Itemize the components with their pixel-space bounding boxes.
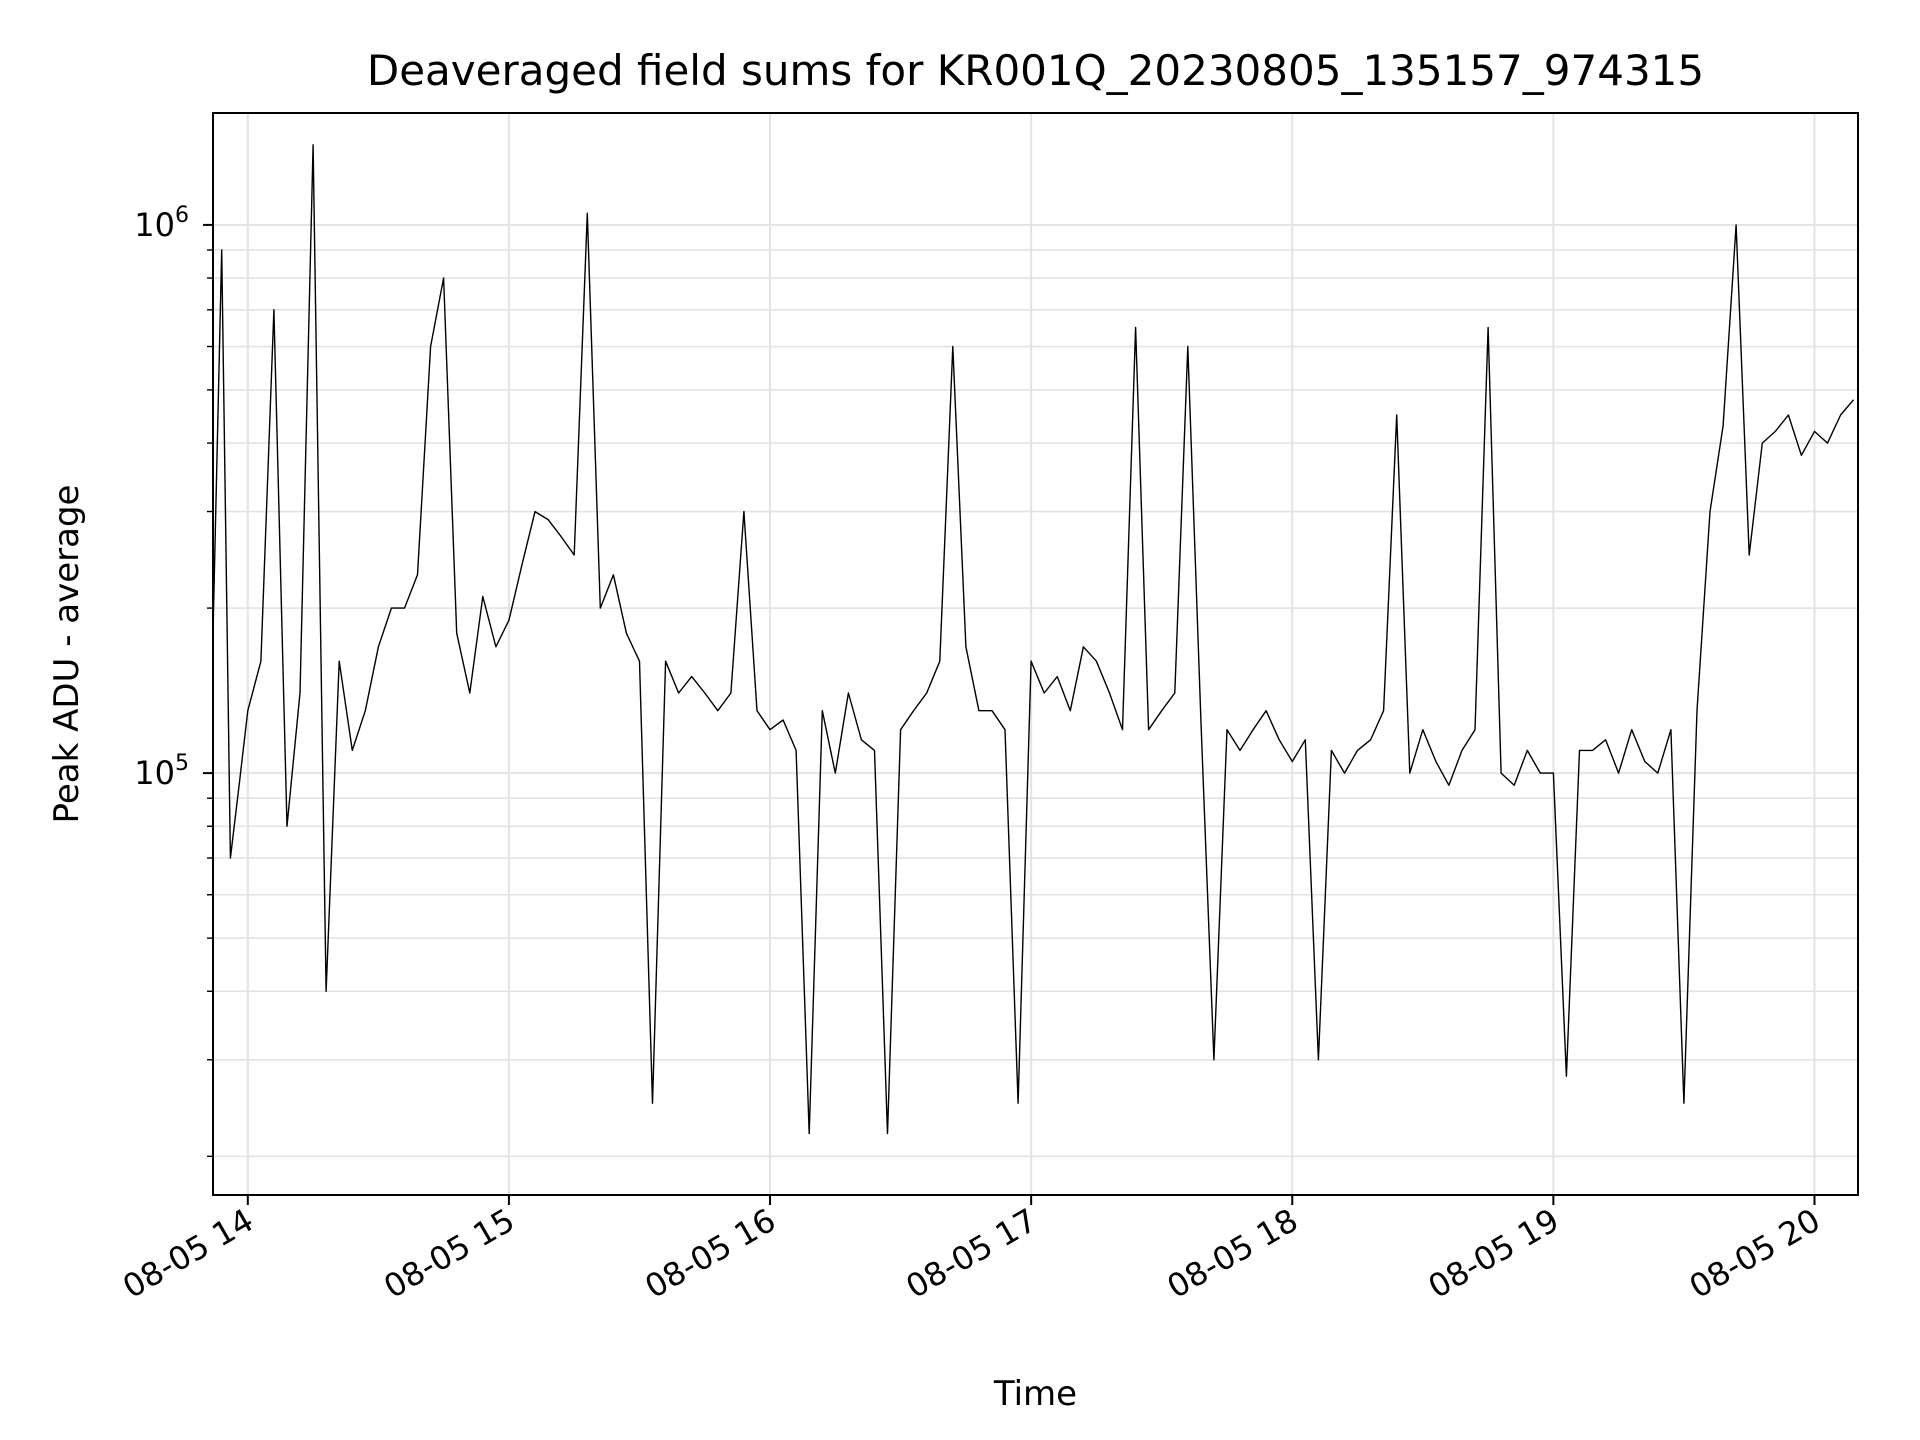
y-tick-label: 105 xyxy=(134,751,189,792)
plot-frame xyxy=(212,112,1859,1196)
chart-title: Deaveraged field sums for KR001Q_2023080… xyxy=(367,46,1704,95)
data-series xyxy=(212,144,1855,1135)
y-tick-label: 106 xyxy=(134,203,189,244)
grid xyxy=(213,113,1858,1195)
y-axis-title: Peak ADU - average xyxy=(47,485,87,824)
x-axis-title: Time xyxy=(993,1374,1077,1414)
series-line-1 xyxy=(212,144,1855,1135)
